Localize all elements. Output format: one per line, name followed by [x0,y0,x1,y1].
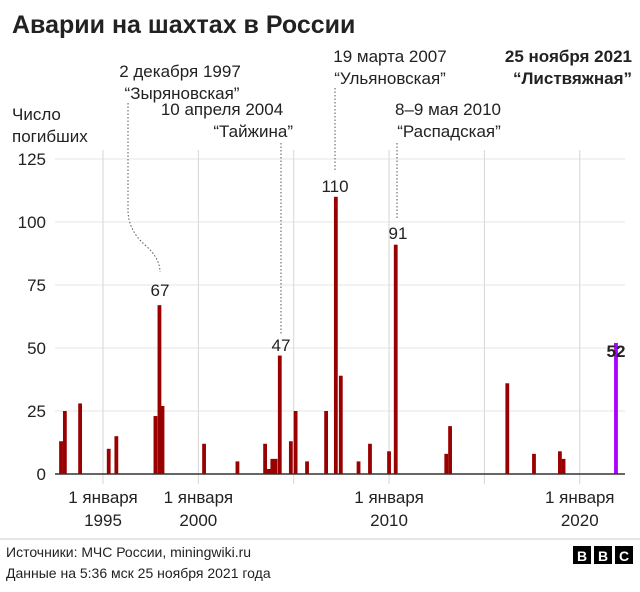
bar [78,403,83,474]
x-tick-label-line1: 1 января [164,488,234,507]
y-tick-label: 50 [27,339,46,358]
bar [532,453,536,474]
bar [288,441,293,474]
annotation-date-1997: 2 декабря 1997 [119,62,241,81]
bar [558,451,562,474]
data-label-91: 91 [389,224,408,243]
y-axis-label-line2: погибших [12,127,88,146]
annotation-leader-1997 [127,103,161,273]
svg-text:B: B [577,548,587,564]
annotation-name-1997: “Зыряновская” [125,84,240,103]
bar [387,451,391,474]
y-tick-label: 100 [18,213,46,232]
bar [273,458,278,474]
bbc-logo: B B C [573,546,633,564]
bar [356,461,361,474]
bar [270,458,275,474]
footer-source: Источники: МЧС России, miningwiki.ru [6,544,251,560]
bar [293,411,298,474]
bar [202,443,206,474]
bar [368,443,372,474]
bar [235,461,240,474]
data-label-47: 47 [272,336,291,355]
annotation-name-2010: “Распадская” [397,122,501,141]
bar [338,375,343,474]
svg-text:C: C [619,548,629,564]
y-axis-label-line1: Число [12,105,61,124]
svg-text:B: B [598,548,608,564]
annotation-date-2010: 8–9 мая 2010 [395,100,501,119]
y-tick-label: 0 [37,465,46,484]
bar [263,443,267,474]
x-tick-label-year: 2000 [179,511,217,530]
annotation-date-2007: 19 марта 2007 [333,47,446,66]
bar [333,196,338,475]
annotation-name-2007: “Ульяновская” [334,69,446,88]
x-tick-label-line1: 1 января [354,488,424,507]
x-tick-label-year: 2010 [370,511,408,530]
y-tick-label: 75 [27,276,46,295]
bar [444,453,449,474]
bar [157,305,162,474]
x-tick-label-line1: 1 января [545,488,615,507]
x-tick-label-line1: 1 января [68,488,138,507]
x-tick-label-year: 2020 [561,511,599,530]
bar [62,411,67,474]
bar-highlight [614,342,618,474]
x-tick-label-year: 1995 [84,511,122,530]
data-label-52: 52 [607,342,626,361]
annotation-date-2021: 25 ноября 2021 [505,47,632,66]
annotation-name-2021: “Листвяжная” [513,69,632,88]
bar [561,458,566,474]
bar [505,383,510,474]
bar [277,355,282,474]
bar [106,448,111,474]
chart-title: Аварии на шахтах в России [12,11,355,39]
y-tick-label: 125 [18,150,46,169]
bar [448,426,452,474]
bar [324,411,329,474]
data-label-67: 67 [151,281,170,300]
bar [267,468,271,474]
annotation-date-2004: 10 апреля 2004 [161,100,283,119]
footer-date: Данные на 5:36 мск 25 ноября 2021 года [6,565,271,581]
data-label-110: 110 [321,177,348,196]
bar [393,244,398,474]
y-tick-label: 25 [27,402,46,421]
bar [160,405,165,474]
bar [305,461,309,474]
annotation-name-2004: “Тайжина” [213,122,293,141]
bar [114,436,119,474]
bar [153,416,158,474]
bar [59,441,63,474]
